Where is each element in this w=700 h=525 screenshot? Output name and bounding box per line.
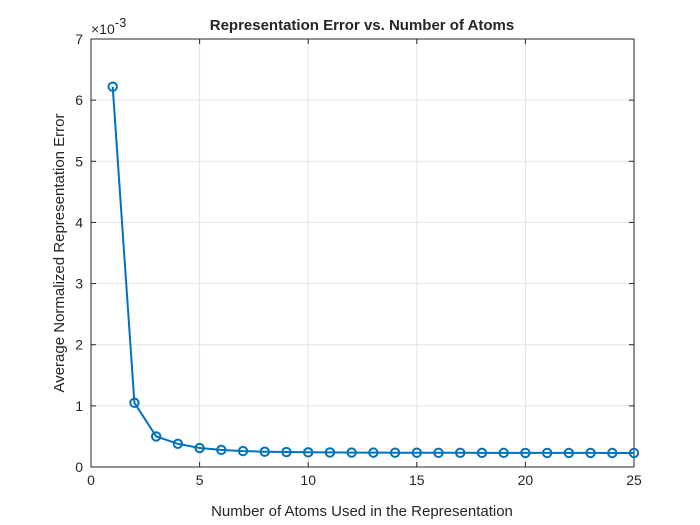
y-tick-label: 0 — [75, 459, 83, 475]
data-point — [150, 431, 162, 442]
data-point — [368, 447, 379, 458]
data-point — [541, 447, 553, 459]
y-tick-label: 5 — [75, 153, 83, 169]
chart-title: Representation Error vs. Number of Atoms — [210, 17, 515, 34]
data-point — [389, 447, 401, 458]
x-tick-label: 10 — [300, 472, 316, 488]
series-line — [111, 86, 634, 454]
x-tick-label: 20 — [518, 472, 534, 488]
x-tick-label: 15 — [409, 472, 425, 488]
x-tick-label: 0 — [87, 472, 95, 488]
y-exponent-label: ×10-3 — [91, 15, 126, 37]
data-series — [107, 81, 640, 459]
x-axis-label: Number of Atoms Used in the Representati… — [211, 503, 513, 520]
data-point — [628, 447, 640, 459]
grid-lines — [91, 39, 634, 467]
data-point — [259, 446, 270, 457]
data-point — [172, 438, 184, 449]
data-point — [281, 446, 292, 458]
data-point — [411, 447, 422, 458]
y-exponent-base: ×10 — [91, 21, 115, 37]
y-axis-label: Average Normalized Representation Error — [51, 113, 68, 392]
y-tick-label: 1 — [75, 398, 83, 414]
x-tick-label: 5 — [196, 472, 204, 488]
y-tick-label: 7 — [75, 31, 83, 47]
data-point — [476, 447, 488, 459]
plot-area — [90, 38, 635, 468]
y-tick-label: 4 — [75, 214, 83, 230]
data-point — [194, 442, 205, 454]
data-point — [520, 447, 531, 459]
y-exponent-power: -3 — [115, 15, 127, 30]
y-tick-label: 6 — [75, 92, 83, 108]
data-point — [563, 447, 575, 459]
data-point — [607, 447, 618, 459]
axis-ticks: 0 5 10 15 20 25 0 1 2 3 4 5 6 7 — [75, 31, 642, 488]
y-tick-label: 2 — [75, 337, 83, 353]
data-point — [237, 445, 249, 457]
data-point — [303, 447, 314, 458]
data-point — [585, 447, 596, 459]
data-point — [346, 447, 357, 458]
data-point — [498, 447, 509, 459]
data-point — [433, 447, 444, 459]
y-tick-label: 3 — [75, 276, 83, 292]
data-point — [107, 81, 118, 92]
data-point — [324, 447, 336, 458]
data-point — [455, 447, 466, 459]
data-point — [129, 397, 140, 408]
x-tick-label: 25 — [626, 472, 642, 488]
data-point — [216, 444, 227, 456]
